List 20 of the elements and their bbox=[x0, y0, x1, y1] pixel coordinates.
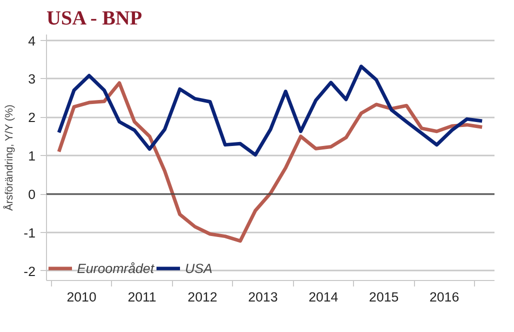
y-axis-title: Årsförändring, Y/Y (%) bbox=[2, 104, 16, 211]
x-tick-label: 2013 bbox=[248, 290, 278, 304]
y-tick-label: 2 bbox=[28, 110, 36, 126]
line-series bbox=[57, 64, 484, 157]
x-tick-label: 2016 bbox=[429, 290, 460, 304]
y-tick-label: -1 bbox=[24, 225, 36, 240]
y-tick-label: -2 bbox=[24, 264, 36, 279]
y-tick-label: 0 bbox=[28, 187, 36, 202]
y-tick-label: 4 bbox=[28, 33, 36, 48]
legend-label: USA bbox=[185, 260, 212, 276]
x-tick-label: 2012 bbox=[188, 290, 218, 304]
x-tick-label: 2014 bbox=[308, 290, 339, 304]
y-tick-label: 3 bbox=[28, 72, 36, 87]
chart-title: USA - BNP bbox=[46, 8, 142, 30]
y-tick-label: 1 bbox=[28, 148, 36, 164]
line-series bbox=[57, 81, 484, 243]
legend-label: Euroområdet bbox=[77, 260, 154, 276]
x-tick-label: 2015 bbox=[369, 290, 399, 304]
x-tick-label: 2010 bbox=[66, 290, 96, 304]
x-tick-label: 2011 bbox=[128, 290, 156, 304]
